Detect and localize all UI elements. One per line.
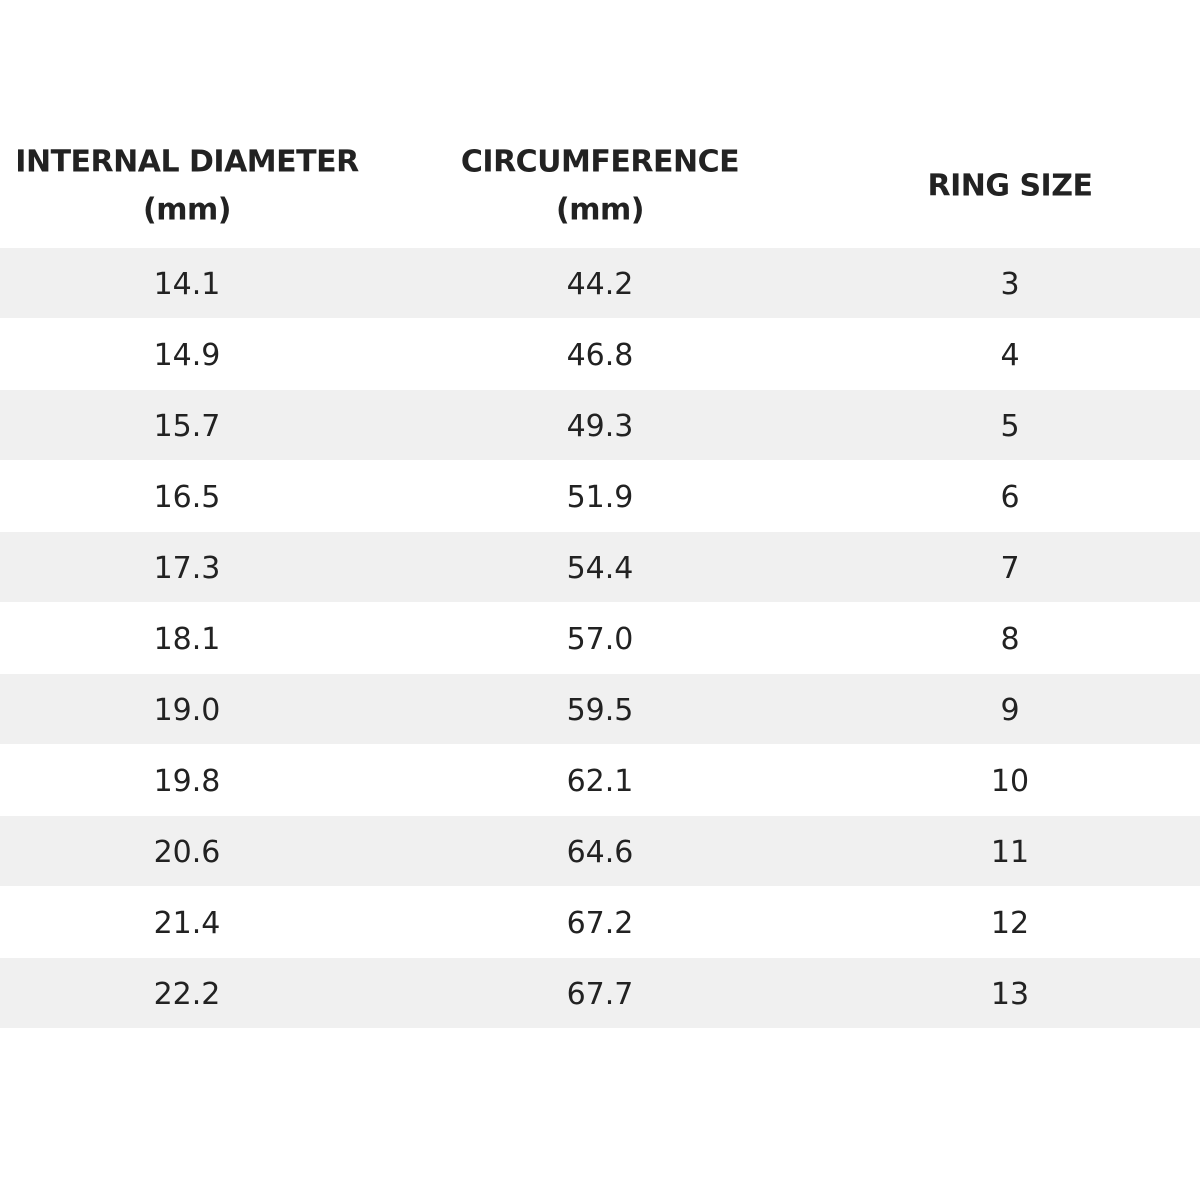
table-cell: 12 (991, 906, 1029, 941)
table-cell: 51.9 (567, 480, 634, 515)
table-cell: 14.9 (154, 338, 221, 373)
table-cell: 13 (991, 977, 1029, 1012)
table-cell: 18.1 (154, 622, 221, 657)
table-cell: 20.6 (154, 835, 221, 870)
table-cell: 9 (1000, 693, 1019, 728)
header-cell: INTERNAL DIAMETER (15, 145, 359, 180)
table-cell: 17.3 (154, 551, 221, 586)
table-cell: 11 (991, 835, 1029, 870)
table-cell: 64.6 (567, 835, 634, 870)
table-cell: 54.4 (567, 551, 634, 586)
table-cell: 19.0 (154, 693, 221, 728)
table-cell: 46.8 (567, 338, 634, 373)
row-band (0, 816, 1200, 886)
header-cell: CIRCUMFERENCE (461, 145, 739, 180)
row-band (0, 390, 1200, 460)
table-cell: 59.5 (567, 693, 634, 728)
table-cell: 7 (1000, 551, 1019, 586)
table-cell: 19.8 (154, 764, 221, 799)
header-cell: (mm) (143, 193, 231, 228)
row-band (0, 674, 1200, 744)
table-cell: 8 (1000, 622, 1019, 657)
row-band (0, 248, 1200, 318)
table-cell: 4 (1000, 338, 1019, 373)
table-cell: 14.1 (154, 267, 221, 302)
table-cell: 16.5 (154, 480, 221, 515)
table-cell: 5 (1000, 409, 1019, 444)
table-cell: 10 (991, 764, 1029, 799)
table-cell: 22.2 (154, 977, 221, 1012)
table-cell: 21.4 (154, 906, 221, 941)
header-cell: RING SIZE (928, 169, 1093, 204)
table-cell: 67.2 (567, 906, 634, 941)
table-cell: 15.7 (154, 409, 221, 444)
table-cell: 67.7 (567, 977, 634, 1012)
row-band (0, 958, 1200, 1028)
table-cell: 44.2 (567, 267, 634, 302)
table-cell: 49.3 (567, 409, 634, 444)
table-cell: 62.1 (567, 764, 634, 799)
table-cell: 57.0 (567, 622, 634, 657)
table-cell: 3 (1000, 267, 1019, 302)
header-cell: (mm) (556, 193, 644, 228)
row-band (0, 532, 1200, 602)
table-cell: 6 (1000, 480, 1019, 515)
